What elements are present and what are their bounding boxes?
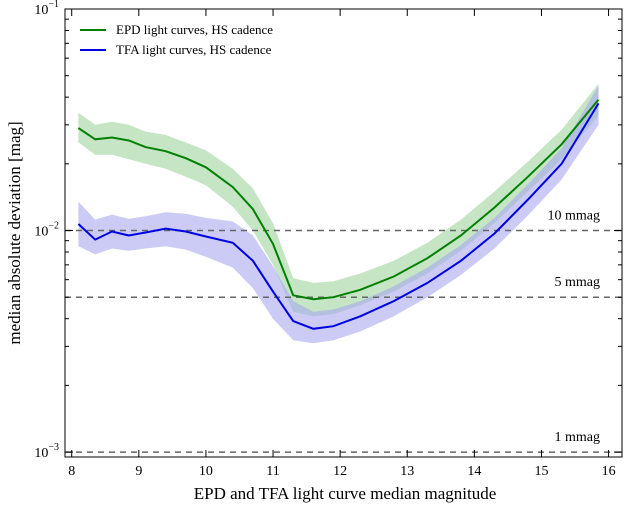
- x-tick-label: 13: [400, 464, 414, 479]
- x-tick-label: 9: [135, 464, 142, 479]
- band-series-2: [78, 85, 599, 344]
- reference-line-label: 1 mmag: [555, 430, 601, 445]
- x-tick-label: 8: [68, 464, 75, 479]
- series-lines: [77, 98, 600, 330]
- x-tick-label: 14: [467, 464, 481, 479]
- y-tick-label: 10−3: [34, 442, 59, 461]
- legend: EPD light curves, HS cadence TFA light cu…: [80, 22, 273, 57]
- legend-label-1: EPD light curves, HS cadence: [116, 22, 273, 37]
- y-axis-ticks: 10−3 10−2 10−1: [34, 0, 622, 461]
- plot-frame: [64, 8, 623, 458]
- x-tick-label: 15: [534, 464, 548, 479]
- line-series-2: [77, 102, 600, 330]
- x-tick-label: 12: [333, 464, 347, 479]
- reference-line-label: 10 mmag: [548, 209, 601, 224]
- reference-line-label: 5 mmag: [555, 275, 601, 290]
- x-axis-label: EPD and TFA light curve median magnitude: [194, 484, 497, 503]
- x-tick-label: 10: [199, 464, 213, 479]
- x-axis-ticks: 8 9 10 11 12 13 14 15 16: [68, 9, 616, 479]
- x-tick-label: 11: [266, 464, 279, 479]
- legend-label-2: TFA light curves, HS cadence: [116, 42, 272, 57]
- band-series-1: [78, 83, 599, 317]
- line-series-1: [77, 98, 600, 301]
- x-tick-label: 16: [602, 464, 616, 479]
- confidence-bands: [78, 83, 599, 344]
- y-tick-label: 10−2: [34, 221, 59, 240]
- y-axis-label: median absolute deviation [mag]: [5, 121, 24, 344]
- y-tick-label: 10−1: [34, 0, 59, 18]
